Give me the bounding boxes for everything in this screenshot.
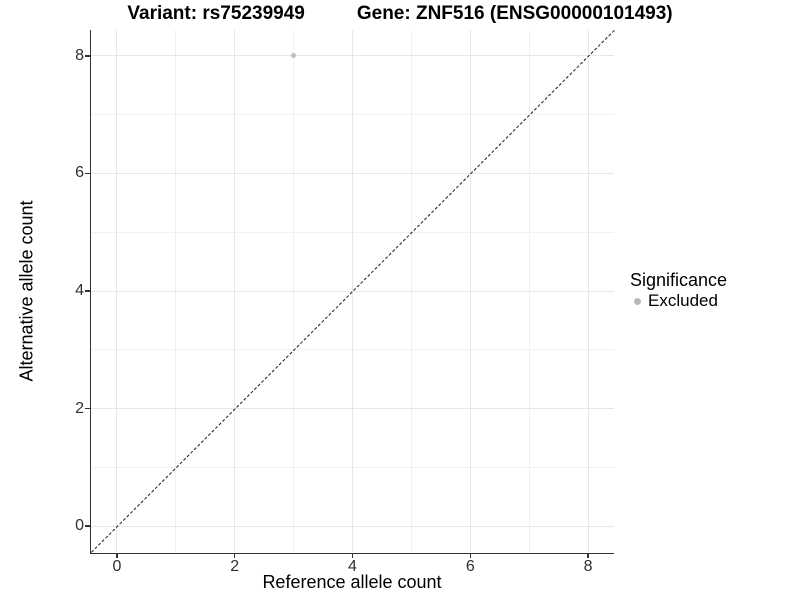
gridline-major-horizontal [91,172,614,174]
x-axis-title: Reference allele count [262,572,442,592]
y-axis-tick-label: 8 [75,46,84,64]
plot-title-variant: Variant: rs75239949 [127,3,305,24]
plot-panel [91,29,615,553]
x-axis-tick-label: 2 [230,558,240,575]
y-axis-tick [85,525,90,527]
y-axis-title: Alternative allele count [16,200,37,382]
gridline-major-horizontal [91,55,614,57]
x-axis-tick [587,553,589,558]
legend-key [630,294,645,309]
gridline-major-horizontal [91,408,614,410]
y-axis-tick-label: 6 [75,164,84,182]
y-axis-tick-label: 2 [75,399,84,417]
legend-item-label: Excluded [648,291,718,310]
y-axis-tick-label: 4 [75,282,84,299]
y-axis-tick-label: 0 [75,517,84,535]
x-axis-tick [233,553,236,558]
x-axis-tick-label: 4 [348,558,357,575]
x-axis-tick [469,553,472,558]
excluded-point-icon [634,297,641,305]
x-axis-tick-label: 6 [465,558,475,575]
legend-title: Significance [630,270,728,290]
y-axis-tick [85,290,90,292]
x-axis-tick [116,553,118,558]
x-axis-tick [351,553,354,558]
plot-title-gene: Gene: ZNF516 (ENSG00000101493) [356,3,673,24]
y-axis-tick [85,55,90,57]
gridline-major-horizontal [91,290,614,292]
x-axis-tick-label: 0 [112,558,122,575]
x-axis-tick-label: 8 [583,558,593,575]
plot-title: Variant: rs75239949 Gene: ZNF516 (ENSG00… [0,3,800,25]
legend: Significance Excluded [627,269,727,311]
legend-item-excluded: Excluded [627,291,727,311]
y-axis-tick [85,407,90,410]
y-axis-tick [85,172,90,175]
gridline-major-horizontal [91,525,614,527]
data-point [291,53,297,59]
